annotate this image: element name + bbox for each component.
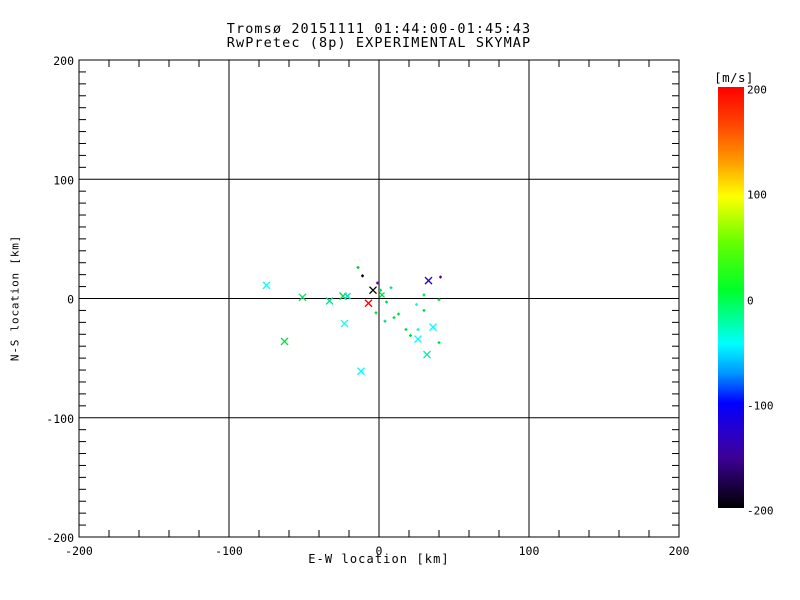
x-tick-label: 100 [519, 544, 540, 558]
data-point [298, 293, 307, 302]
y-tick-label: 100 [53, 173, 74, 187]
plot-title: Tromsø 20151111 01:44:00-01:45:43 [226, 21, 532, 37]
x-tick-label: -100 [215, 544, 243, 558]
y-tick-label: -100 [46, 412, 74, 426]
colorbar-gradient [718, 87, 744, 508]
y-tick-label: 200 [53, 54, 74, 68]
plot-frame [78, 59, 680, 538]
data-point [357, 367, 365, 376]
x-tick-label: 0 [376, 544, 383, 558]
data-point [429, 323, 437, 332]
x-axis-title: E-W location [km] [308, 552, 450, 566]
data-point [364, 299, 373, 308]
x-tick-label: -200 [65, 544, 93, 558]
y-tick-label: 0 [67, 293, 74, 307]
colorbar-tick-label: 0 [747, 294, 754, 307]
y-axis-title: N-S location [km] [8, 234, 22, 362]
data-point [369, 286, 377, 295]
data-point [325, 296, 334, 305]
data-point [423, 350, 431, 359]
colorbar-tick-label: -100 [747, 399, 774, 413]
plot-subtitle: RwPretec (8p) EXPERIMENTAL SKYMAP [226, 35, 532, 51]
x-tick-label: 200 [669, 544, 690, 558]
data-point [424, 276, 433, 285]
data-point [344, 292, 351, 300]
colorbar-tick-label: -200 [747, 504, 774, 518]
data-point [340, 319, 349, 328]
colorbar-tick-label: 100 [747, 188, 767, 202]
colorbar-unit-label: [m/s] [714, 70, 754, 85]
data-point [414, 335, 422, 344]
y-tick-label: -200 [46, 531, 74, 545]
data-point [280, 337, 289, 346]
data-point [379, 291, 385, 298]
colorbar-tick-label: 200 [747, 83, 767, 97]
data-point [262, 281, 271, 290]
